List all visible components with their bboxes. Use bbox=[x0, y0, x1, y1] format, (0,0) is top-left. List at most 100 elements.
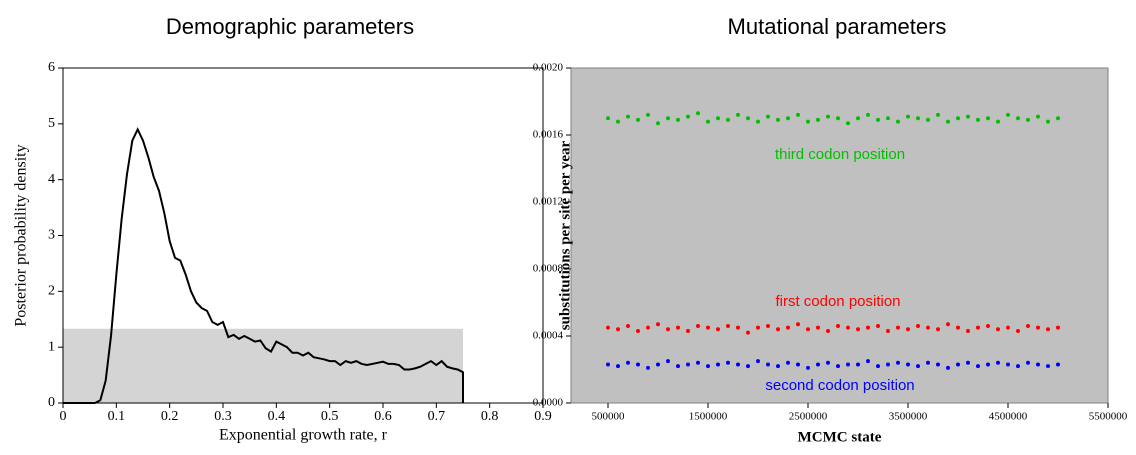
y-tick-label: 0 bbox=[48, 395, 55, 410]
x-tick-label: 500000 bbox=[592, 411, 626, 423]
x-tick-label: 0.8 bbox=[481, 409, 499, 424]
x-tick-label: 1500000 bbox=[689, 411, 728, 423]
scatter-point bbox=[716, 327, 720, 332]
scatter-point bbox=[766, 362, 770, 367]
scatter-point bbox=[696, 360, 700, 365]
plot-background bbox=[571, 68, 1108, 403]
scatter-point bbox=[976, 117, 980, 122]
x-tick-label: 0.2 bbox=[161, 409, 179, 424]
scatter-point bbox=[776, 327, 780, 332]
scatter-point bbox=[646, 112, 650, 117]
y-tick-label: 1 bbox=[48, 339, 55, 354]
scatter-point bbox=[766, 114, 770, 119]
scatter-point bbox=[976, 325, 980, 330]
scatter-point bbox=[916, 323, 920, 328]
scatter-point bbox=[946, 365, 950, 370]
series-label: first codon position bbox=[775, 293, 900, 310]
y-tick-label: 0.0020 bbox=[533, 62, 564, 74]
scatter-point bbox=[936, 362, 940, 367]
scatter-point bbox=[906, 327, 910, 332]
scatter-point bbox=[946, 119, 950, 124]
scatter-point bbox=[786, 325, 790, 330]
chart-title: Mutational parameters bbox=[728, 14, 947, 39]
scatter-point bbox=[906, 362, 910, 367]
scatter-point bbox=[786, 116, 790, 121]
scatter-point bbox=[956, 325, 960, 330]
scatter-point bbox=[696, 323, 700, 328]
scatter-point bbox=[936, 327, 940, 332]
scatter-point bbox=[746, 364, 750, 369]
scatter-point bbox=[826, 360, 830, 365]
scatter-point bbox=[826, 114, 830, 119]
scatter-point bbox=[676, 364, 680, 369]
scatter-point bbox=[916, 116, 920, 121]
series-label: third codon position bbox=[775, 146, 905, 163]
scatter-point bbox=[1046, 119, 1050, 124]
x-tick-label: 0.7 bbox=[428, 409, 446, 424]
scatter-point bbox=[746, 116, 750, 121]
scatter-point bbox=[766, 323, 770, 328]
scatter-point bbox=[906, 114, 910, 119]
scatter-point bbox=[716, 362, 720, 367]
x-tick-label: 2500000 bbox=[789, 411, 828, 423]
scatter-point bbox=[746, 330, 750, 335]
y-tick-label: 4 bbox=[48, 172, 55, 187]
plot-frame bbox=[570, 67, 1109, 404]
scatter-point bbox=[1056, 116, 1060, 121]
scatter-point bbox=[836, 364, 840, 369]
scatter-point bbox=[686, 328, 690, 333]
x-axis-label: MCMC state bbox=[798, 429, 882, 445]
scatter-point bbox=[1016, 328, 1020, 333]
scatter-point bbox=[886, 116, 890, 121]
x-tick-label: 4500000 bbox=[989, 411, 1028, 423]
scatter-point bbox=[606, 325, 610, 330]
scatter-point bbox=[896, 325, 900, 330]
scatter-point bbox=[936, 112, 940, 117]
scatter-point bbox=[796, 322, 800, 327]
scatter-point bbox=[1036, 114, 1040, 119]
scatter-point bbox=[1026, 323, 1030, 328]
y-tick-label: 2 bbox=[48, 284, 55, 299]
scatter-point bbox=[776, 364, 780, 369]
y-axis-label: Posterior probability density bbox=[13, 144, 30, 326]
y-tick-label: 0.0000 bbox=[533, 397, 564, 409]
scatter-point bbox=[686, 362, 690, 367]
scatter-point bbox=[816, 325, 820, 330]
scatter-point bbox=[646, 325, 650, 330]
y-tick-label: 3 bbox=[48, 228, 55, 243]
scatter-point bbox=[1016, 364, 1020, 369]
scatter-point bbox=[886, 362, 890, 367]
chart-title: Demographic parameters bbox=[166, 14, 414, 39]
x-tick-label: 0.3 bbox=[214, 409, 232, 424]
scatter-point bbox=[926, 117, 930, 122]
y-tick-label: 5 bbox=[48, 116, 55, 131]
scatter-point bbox=[1016, 116, 1020, 121]
scatter-point bbox=[866, 325, 870, 330]
scatter-point bbox=[756, 325, 760, 330]
scatter-point bbox=[966, 360, 970, 365]
scatter-point bbox=[796, 112, 800, 117]
scatter-point bbox=[946, 322, 950, 327]
y-tick-label: 0.0004 bbox=[533, 330, 564, 342]
scatter-point bbox=[896, 360, 900, 365]
scatter-point bbox=[626, 360, 630, 365]
scatter-point bbox=[636, 362, 640, 367]
scatter-point bbox=[736, 362, 740, 367]
scatter-point bbox=[636, 117, 640, 122]
scatter-point bbox=[666, 327, 670, 332]
y-axis-label: substitutions per site per year bbox=[557, 140, 573, 330]
scatter-point bbox=[986, 323, 990, 328]
scatter-point bbox=[866, 112, 870, 117]
scatter-point bbox=[1046, 327, 1050, 332]
scatter-point bbox=[856, 362, 860, 367]
scatter-point bbox=[976, 364, 980, 369]
series-label: second codon position bbox=[765, 377, 914, 394]
scatter-point bbox=[726, 117, 730, 122]
x-tick-label: 0.5 bbox=[321, 409, 339, 424]
scatter-point bbox=[1026, 360, 1030, 365]
scatter-point bbox=[866, 359, 870, 364]
scatter-point bbox=[806, 365, 810, 370]
scatter-point bbox=[926, 325, 930, 330]
scatter-point bbox=[736, 325, 740, 330]
